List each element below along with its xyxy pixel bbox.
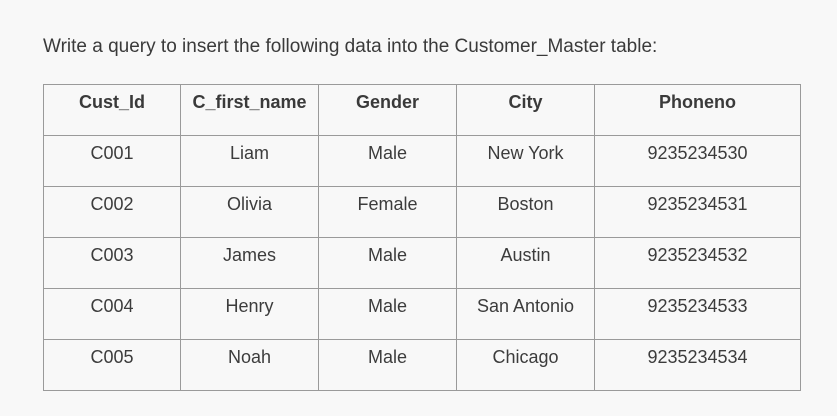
column-header-gender: Gender xyxy=(318,84,457,136)
cell-phoneno: 9235234533 xyxy=(594,288,801,340)
cell-c-first-name: Olivia xyxy=(180,186,319,238)
column-header-city: City xyxy=(456,84,595,136)
cell-cust-id: C004 xyxy=(43,288,181,340)
cell-city: Chicago xyxy=(456,339,595,391)
cell-gender: Female xyxy=(318,186,457,238)
cell-c-first-name: James xyxy=(180,237,319,289)
cell-cust-id: C002 xyxy=(43,186,181,238)
column-header-cust-id: Cust_Id xyxy=(43,84,181,136)
cell-gender: Male xyxy=(318,339,457,391)
table-row: C003 James Male Austin 9235234532 xyxy=(43,237,801,289)
cell-gender: Male xyxy=(318,135,457,187)
cell-c-first-name: Liam xyxy=(180,135,319,187)
cell-phoneno: 9235234532 xyxy=(594,237,801,289)
cell-phoneno: 9235234531 xyxy=(594,186,801,238)
cell-city: Austin xyxy=(456,237,595,289)
cell-phoneno: 9235234534 xyxy=(594,339,801,391)
column-header-phoneno: Phoneno xyxy=(594,84,801,136)
question-text: Write a query to insert the following da… xyxy=(43,36,658,57)
table-row: C004 Henry Male San Antonio 9235234533 xyxy=(43,288,801,340)
cell-city: San Antonio xyxy=(456,288,595,340)
cell-c-first-name: Noah xyxy=(180,339,319,391)
table-header-row: Cust_Id C_first_name Gender City Phoneno xyxy=(43,84,801,136)
cell-phoneno: 9235234530 xyxy=(594,135,801,187)
cell-cust-id: C003 xyxy=(43,237,181,289)
cell-cust-id: C005 xyxy=(43,339,181,391)
customer-data-table: Cust_Id C_first_name Gender City Phoneno… xyxy=(43,84,801,391)
cell-city: Boston xyxy=(456,186,595,238)
table-row: C002 Olivia Female Boston 9235234531 xyxy=(43,186,801,238)
column-header-c-first-name: C_first_name xyxy=(180,84,319,136)
table-row: C001 Liam Male New York 9235234530 xyxy=(43,135,801,187)
cell-c-first-name: Henry xyxy=(180,288,319,340)
table-row: C005 Noah Male Chicago 9235234534 xyxy=(43,339,801,391)
cell-gender: Male xyxy=(318,288,457,340)
cell-city: New York xyxy=(456,135,595,187)
cell-cust-id: C001 xyxy=(43,135,181,187)
cell-gender: Male xyxy=(318,237,457,289)
